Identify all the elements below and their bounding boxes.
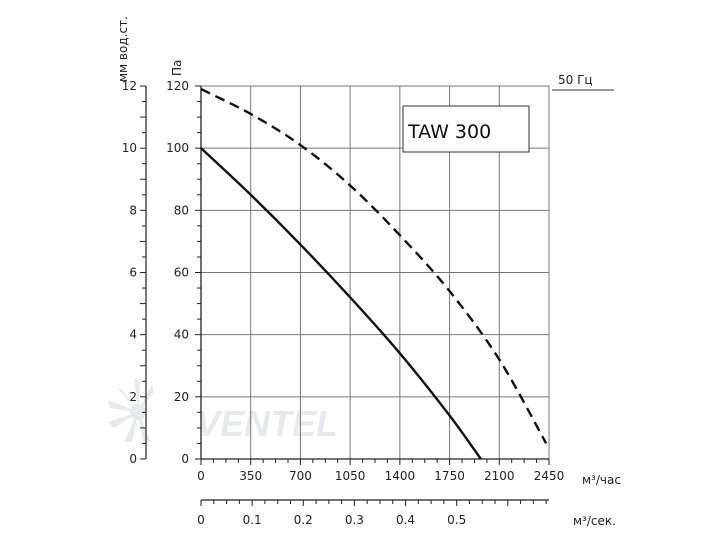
y-secondary-tick-label: 8 — [129, 203, 137, 217]
y-primary-tick-label: 80 — [174, 203, 189, 217]
y-secondary-tick-label: 6 — [129, 266, 137, 280]
x-secondary-tick-label: 0.1 — [243, 513, 262, 527]
x-primary-tick-label: 0 — [197, 469, 205, 483]
frequency-label: 50 Гц — [558, 73, 593, 87]
y-primary-tick-label: 100 — [166, 141, 189, 155]
series-line-dashed — [200, 88, 548, 445]
series-layer — [200, 88, 548, 460]
y-primary-tick-label: 60 — [174, 266, 189, 280]
y-primary-tick-label: 120 — [166, 79, 189, 93]
series-line-solid — [200, 147, 482, 460]
y-primary-tick-label: 0 — [181, 452, 189, 466]
model-label: TAW 300 — [407, 121, 491, 143]
y-primary-tick-label: 40 — [174, 328, 189, 342]
model-label-box — [402, 105, 530, 153]
y-secondary-tick-label: 10 — [122, 141, 137, 155]
y-secondary-tick-label: 0 — [129, 452, 137, 466]
x-primary-tick-label: 2100 — [484, 469, 515, 483]
x-secondary-tick-label: 0.3 — [345, 513, 364, 527]
ventel-watermark-logo: VENTEL — [108, 378, 338, 446]
x-secondary-tick-label: 0.2 — [294, 513, 313, 527]
y-primary-tick-label: 20 — [174, 390, 189, 404]
x-primary-tick-label: 1050 — [335, 469, 366, 483]
y-secondary-tick-label: 4 — [129, 328, 137, 342]
x-primary-label: м³/час — [582, 473, 621, 487]
y-secondary-label: мм вод.ст. — [116, 16, 130, 82]
y-secondary-tick-label: 2 — [129, 390, 137, 404]
watermark-text: VENTEL — [196, 403, 338, 444]
y-secondary-tick-label: 12 — [122, 79, 137, 93]
x-secondary-tick-label: 0.5 — [447, 513, 466, 527]
x-primary-tick-label: 1400 — [385, 469, 416, 483]
x-primary-tick-label: 1750 — [434, 469, 465, 483]
x-secondary-tick-label: 0 — [197, 513, 205, 527]
x-secondary-label: м³/сек. — [573, 514, 616, 528]
x-primary-tick-label: 2450 — [534, 469, 565, 483]
x-primary-tick-label: 700 — [289, 469, 312, 483]
y-primary-label: Па — [170, 60, 184, 76]
x-secondary-tick-label: 0.4 — [396, 513, 415, 527]
x-primary-tick-label: 350 — [239, 469, 262, 483]
